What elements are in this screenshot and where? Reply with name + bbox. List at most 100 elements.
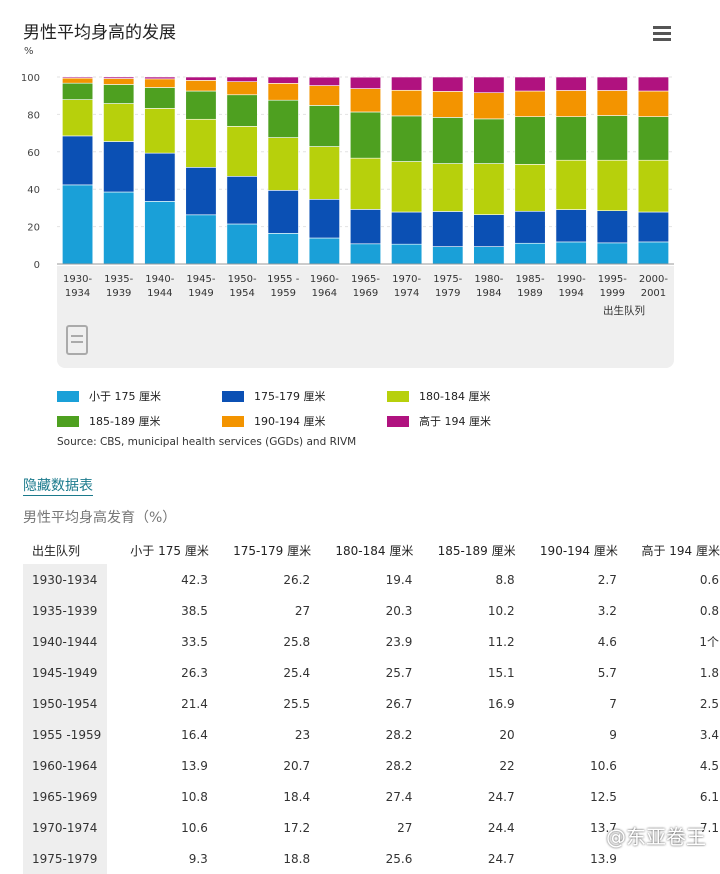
bar-segment (226, 223, 258, 265)
bar-segment (185, 167, 217, 216)
watermark: @东亚卷王 (606, 825, 706, 849)
table-cell: 10.6 (590, 758, 617, 773)
column-header: 190-194 厘米 (539, 543, 618, 558)
table-caption: 男性平均身高发育（%） (23, 510, 177, 526)
legend-label: 190-194 厘米 (254, 415, 326, 428)
bar-segment (473, 214, 505, 247)
bar-segment (226, 126, 258, 177)
bar-segment (637, 90, 669, 117)
legend: 小于 175 厘米 175-179 厘米 180-184 厘米 185-189 厘米 1… (57, 388, 552, 429)
legend-item[interactable]: 高于 194 厘米 (387, 413, 552, 429)
bar-segment (596, 90, 628, 116)
bar-segment (432, 211, 464, 247)
bar-segment (185, 76, 217, 81)
x-tick-label: 1954 (229, 288, 254, 299)
logo-icon (66, 325, 88, 355)
x-tick-label: 1995- (598, 274, 627, 285)
x-tick-label: 1979 (435, 288, 460, 299)
table-row: 1960-1964 13.9 20.7 28.2 22 10.6 4.5 (23, 750, 720, 781)
table-cell: 25.4 (283, 665, 311, 680)
x-tick-label: 1990- (557, 274, 586, 285)
table-row: 1940-1944 33.5 25.8 23.9 11.2 4.6 1个 (23, 626, 720, 657)
bar-segment (103, 103, 135, 142)
table-cell: 27 (397, 820, 413, 835)
legend-swatch (222, 390, 244, 402)
table-cell: 25.7 (385, 665, 413, 680)
table-cell: 16.9 (487, 696, 515, 711)
bar-segment (144, 76, 176, 80)
bar-segment (391, 161, 423, 213)
bar-segment (637, 159, 669, 213)
bar-segment (596, 76, 628, 91)
table-cell: 17.2 (283, 820, 311, 835)
bar-segment (226, 76, 258, 82)
row-label: 1970-1974 (23, 812, 107, 843)
bar-segment (349, 157, 382, 210)
column-header: 小于 175 厘米 (130, 543, 209, 558)
bar-segment (185, 214, 217, 265)
table-cell: 12.5 (590, 789, 617, 804)
bar-segment (432, 117, 464, 164)
x-tick-label: 1980- (474, 274, 503, 285)
column-header: 高于 194 厘米 (641, 543, 720, 558)
bar-segment (473, 163, 505, 215)
hamburger-menu-icon[interactable] (653, 26, 671, 44)
legend-item[interactable]: 小于 175 厘米 (57, 388, 222, 404)
bar-segment (103, 78, 135, 85)
table-row: 1945-1949 26.3 25.4 25.7 15.1 5.7 1.8 (23, 657, 720, 688)
y-tick-label: 80 (27, 110, 40, 121)
table-cell: 28.2 (385, 727, 413, 742)
x-axis-band (57, 266, 674, 368)
bar-segment (185, 118, 217, 168)
table-cell: 16.4 (181, 727, 208, 742)
bar-segment (391, 115, 423, 162)
bar-segment (308, 146, 340, 200)
bar-segment (391, 76, 423, 91)
bar-segment (349, 111, 382, 159)
x-tick-label: 1950- (228, 274, 257, 285)
bar-segment (185, 80, 217, 92)
bar-segment (103, 191, 135, 265)
x-tick-label: 1935- (104, 274, 133, 285)
hide-table-link[interactable]: 隐藏数据表 (23, 475, 93, 496)
legend-item[interactable]: 175-179 厘米 (222, 388, 387, 404)
y-tick-label: 20 (27, 223, 40, 234)
table-cell: 28.2 (385, 758, 413, 773)
source-note: Source: CBS, municipal health services (… (57, 436, 357, 448)
bar-segment (473, 118, 505, 164)
table-row: 1965-1969 10.8 18.4 27.4 24.7 12.5 6.1 (23, 781, 720, 812)
bar-segment (62, 77, 94, 84)
bar-segment (103, 84, 135, 104)
bar-segment (555, 76, 587, 91)
table-cell: 21.4 (181, 696, 208, 711)
bar-segment (514, 116, 546, 165)
table-cell: 15.1 (487, 665, 515, 680)
y-tick-label: 40 (27, 185, 40, 196)
table-cell: 3.2 (597, 603, 617, 618)
x-tick-label: 1965- (351, 274, 380, 285)
x-tick-label: 2000- (639, 274, 668, 285)
bar-segment (514, 210, 546, 244)
table-cell: 1个 (699, 635, 719, 649)
bar-segment (144, 87, 176, 109)
legend-item[interactable]: 190-194 厘米 (222, 413, 387, 429)
table-cell: 20.3 (385, 603, 413, 618)
legend-swatch (387, 390, 409, 402)
table-cell: 26.3 (181, 665, 208, 680)
table-cell: 2.7 (597, 572, 617, 587)
legend-item[interactable]: 180-184 厘米 (387, 388, 552, 404)
x-tick-label: 1975- (433, 274, 462, 285)
table-cell: 26.7 (385, 696, 413, 711)
x-tick-label: 1959 (271, 288, 296, 299)
bar-segment (267, 233, 299, 265)
table-cell: 4.5 (699, 758, 719, 773)
table-cell: 0.6 (699, 572, 719, 587)
table-cell: 11.2 (487, 634, 515, 649)
legend-swatch (57, 415, 79, 427)
x-tick-label: 1974 (394, 288, 419, 299)
row-label: 1940-1944 (23, 626, 107, 657)
x-tick-label: 1999 (600, 288, 625, 299)
legend-item[interactable]: 185-189 厘米 (57, 413, 222, 429)
bar-segment (308, 85, 340, 106)
table-cell: 26.2 (283, 572, 311, 587)
